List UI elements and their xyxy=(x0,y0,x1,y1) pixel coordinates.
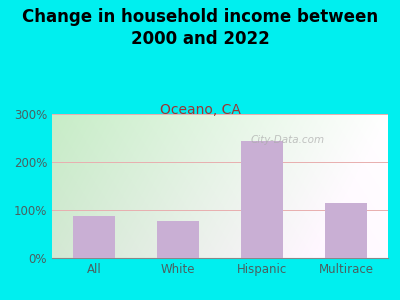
Text: Change in household income between
2000 and 2022: Change in household income between 2000 … xyxy=(22,8,378,48)
Text: Oceano, CA: Oceano, CA xyxy=(160,103,240,118)
Bar xyxy=(325,203,367,258)
Bar xyxy=(157,220,199,258)
Text: City-Data.com: City-Data.com xyxy=(250,135,324,145)
Bar xyxy=(73,216,115,258)
Bar xyxy=(241,141,283,258)
